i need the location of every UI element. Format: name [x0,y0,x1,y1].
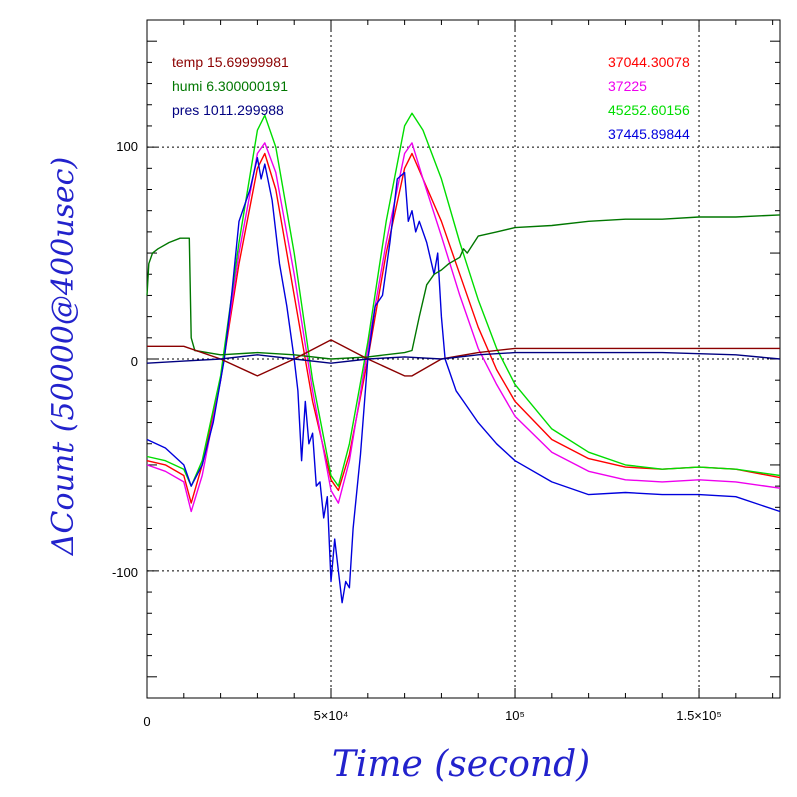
annotation-humi: humi 6.300000191 [172,78,288,94]
series-line-2 [146,112,781,487]
annotation-magenta: 37225 [608,78,647,94]
series-line-0 [146,152,781,504]
annotation-green: 45252.60156 [608,102,690,118]
y-tick-label: -100 [112,565,138,580]
annotations-right: 37044.30078 37225 45252.60156 37445.8984… [608,54,690,142]
y-tick-label: 0 [131,354,138,369]
series-lines [146,112,781,604]
series-line-5 [147,339,780,377]
annotations-left: temp 15.69999981 humi 6.300000191 pres 1… [172,54,289,118]
grid-lines [147,20,780,698]
x-tick-label: 1.5×10⁵ [676,708,722,723]
x-tick-label: 0 [143,714,150,729]
annotation-red: 37044.30078 [608,54,690,70]
annotation-blue: 37445.89844 [608,126,690,142]
x-axis-title: Time (second) [332,744,590,785]
x-tick-label: 5×10⁴ [314,708,349,723]
annotation-temp: temp 15.69999981 [172,54,289,70]
y-tick-labels: 100 0 -100 [112,139,138,580]
series-line-6 [146,351,781,364]
x-tick-label: 10⁵ [505,708,525,723]
axis-ticks [146,20,780,698]
x-tick-labels: 0 5×10⁴ 10⁵ 1.5×10⁵ [143,708,721,729]
y-tick-label: 100 [116,139,138,154]
series-line-3 [146,156,781,604]
series-line-4 [146,214,781,360]
series-line-1 [146,142,781,513]
y-axis-title: ΔCount (50000@400usec) [46,157,81,556]
annotation-pres: pres 1011.299988 [172,102,284,118]
